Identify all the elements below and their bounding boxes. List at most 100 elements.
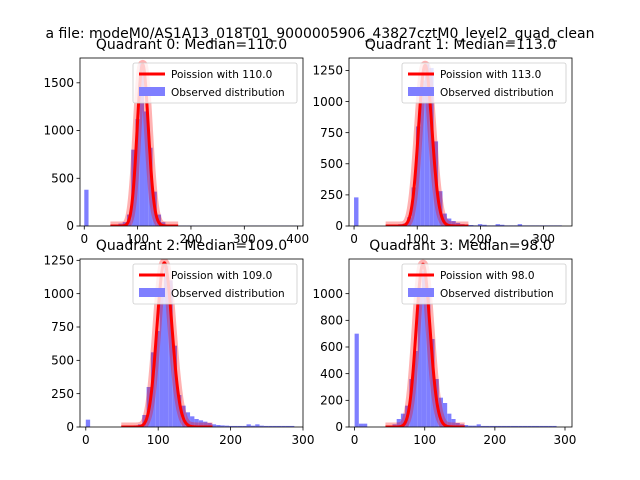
histogram-bar	[497, 425, 502, 427]
quadrant-0-axes: 0 100 200 300 400 0 500 1000 1500 Quadrant 0: Med…	[43, 37, 309, 246]
histogram-bar	[469, 225, 474, 226]
histogram-bar	[185, 412, 191, 427]
histogram-bar	[139, 63, 145, 226]
legend-hist-label: Observed distribution	[440, 87, 554, 99]
histogram-bar	[229, 425, 234, 427]
histogram-bar	[417, 289, 422, 427]
histogram-bar	[268, 425, 273, 427]
figure-suptitle: a file: modeM0/AS1A13_018T01_9000005906_…	[46, 26, 595, 42]
legend-hist-swatch	[408, 87, 434, 96]
histogram-bar	[493, 425, 498, 427]
histogram-bar	[148, 147, 153, 226]
axes-frame	[79, 258, 304, 428]
histogram-bar	[194, 419, 199, 427]
histogram-bar	[451, 221, 456, 226]
histogram-bar	[259, 425, 264, 427]
x-tick-label: 100	[126, 232, 149, 246]
axes-frame	[79, 57, 304, 227]
legend-box	[401, 62, 567, 104]
histogram-bar	[518, 425, 523, 427]
y-tick-label: 1000	[43, 287, 74, 301]
histogram-bar	[472, 425, 477, 427]
y-tick-label: 200	[320, 394, 343, 408]
y-tick-label: 250	[320, 188, 343, 202]
histogram-bar	[163, 265, 169, 427]
y-tick-label: 1000	[43, 124, 74, 138]
legend-box	[401, 263, 567, 305]
x-tick-label: 300	[532, 232, 555, 246]
y-tick-label: 500	[51, 354, 74, 368]
histogram-bar	[499, 224, 505, 226]
histogram-bar	[363, 423, 368, 427]
histogram-bar	[255, 424, 260, 427]
y-tick-label: 1250	[43, 254, 74, 268]
histogram-bar	[420, 80, 425, 226]
histogram-bar	[289, 425, 295, 427]
histogram-bar	[415, 126, 421, 226]
y-tick-label: 400	[320, 367, 343, 381]
x-tick-label: 200	[219, 433, 242, 447]
legend-fit-label: Poission with 110.0	[171, 69, 272, 81]
legend-hist-swatch	[139, 87, 165, 96]
histogram-bar	[514, 425, 519, 427]
y-tick-label: 1250	[312, 64, 343, 78]
histogram-bar	[430, 339, 435, 427]
histogram-bar	[522, 425, 528, 427]
histogram-bar	[424, 64, 430, 226]
histogram-bar	[447, 413, 452, 427]
legend-box	[132, 62, 298, 104]
histogram-bar	[272, 425, 277, 427]
histogram-bar	[354, 197, 359, 226]
histogram-bar	[426, 288, 431, 427]
histogram-bar	[203, 421, 208, 427]
legend-hist-swatch	[139, 288, 165, 297]
histogram-bar	[242, 425, 247, 427]
y-tick-label: 0	[66, 420, 74, 434]
x-tick-label: 200	[469, 232, 492, 246]
histogram-bar	[531, 425, 536, 427]
histogram-bar	[168, 280, 173, 427]
y-tick-label: 0	[335, 219, 343, 233]
legend-hist-label: Observed distribution	[440, 288, 554, 300]
histogram-bar	[84, 189, 89, 226]
histogram-bar	[396, 419, 401, 427]
y-tick-label: 600	[320, 340, 343, 354]
histogram-bar	[177, 395, 182, 427]
histogram-bar	[224, 425, 230, 427]
histogram-bar	[263, 425, 269, 427]
histogram-bar	[250, 425, 256, 427]
histogram-bar	[501, 425, 507, 427]
histogram-bar	[517, 224, 523, 226]
histogram-bar	[198, 420, 204, 427]
histogram-bar	[495, 224, 500, 226]
histogram-bar	[358, 423, 364, 427]
legend-fit-label: Poission with 113.0	[440, 69, 541, 81]
y-tick-label: 1000	[312, 287, 343, 301]
histogram-bar	[527, 425, 532, 427]
quadrant-1-axes: 0 100 200 300 0 250 500 750 1000 1250 Quadrant 1: …	[312, 37, 573, 246]
histogram-bar	[220, 425, 225, 427]
x-tick-label: 300	[233, 232, 256, 246]
legend-hist-label: Observed distribution	[171, 288, 285, 300]
histogram-bar	[233, 425, 238, 427]
histogram-bar	[446, 218, 452, 226]
histogram-bar	[135, 119, 140, 226]
histogram-bar	[413, 351, 418, 427]
quadrant-2-axes: 0 100 200 300 0 250 500 750 1000 1250 Quadrant 2: …	[43, 238, 314, 447]
histogram-bar	[421, 271, 427, 427]
x-tick-label: 200	[483, 433, 506, 447]
histogram-bar	[276, 425, 282, 427]
x-tick-label: 300	[292, 433, 315, 447]
y-tick-label: 750	[51, 320, 74, 334]
x-tick-label: 200	[180, 232, 203, 246]
y-tick-label: 800	[320, 314, 343, 328]
legend-fit-label: Poission with 98.0	[440, 270, 535, 282]
histogram-bar	[477, 224, 483, 226]
histogram-bar	[159, 293, 164, 427]
histogram-bar	[442, 403, 448, 427]
x-tick-label: 0	[82, 433, 90, 447]
histogram-bar	[172, 345, 178, 427]
histogram-bar	[409, 379, 414, 427]
quadrant-title: Quadrant 0: Median=110.0	[96, 37, 287, 53]
